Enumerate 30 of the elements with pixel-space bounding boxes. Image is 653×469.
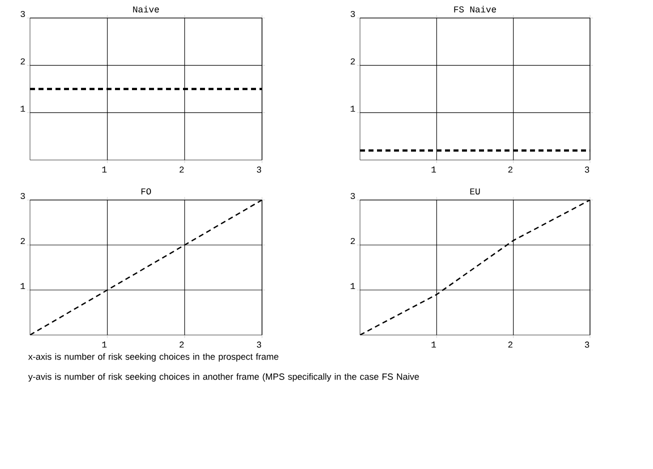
y-tick-label: 1 bbox=[20, 106, 26, 112]
x-tick-label: 3 bbox=[584, 342, 590, 348]
text: x-axis is number of risk seeking choices in the prospect frame bbox=[28, 353, 278, 362]
x-tick-label: 1 bbox=[102, 166, 107, 172]
y-tick-label: 3 bbox=[20, 192, 25, 200]
x-tick-label: 1 bbox=[432, 166, 436, 172]
x-tick-label: 2 bbox=[180, 166, 184, 173]
x-tick-label: 1 bbox=[102, 342, 107, 348]
x-tick-label: 3 bbox=[584, 166, 590, 173]
x-tick-label: 2 bbox=[508, 342, 512, 348]
y-tick-label: 1 bbox=[20, 283, 26, 289]
y-tick-label: 2 bbox=[350, 58, 355, 64]
y-tick-label: 3 bbox=[350, 10, 355, 18]
chart-title: FS Naive bbox=[454, 6, 496, 12]
y-tick-label: 2 bbox=[20, 238, 25, 244]
x-tick-label: 1 bbox=[432, 342, 436, 348]
chart-title: FO bbox=[141, 188, 151, 194]
y-tick-label: 2 bbox=[20, 58, 25, 64]
y-tick-label: 3 bbox=[350, 192, 355, 200]
x-tick-label: 2 bbox=[180, 342, 184, 348]
y-tick-label: 1 bbox=[350, 106, 356, 112]
y-tick-label: 3 bbox=[20, 10, 25, 18]
text: y-avis is number of risk seeking choices in another frame (MPS specifically in the case FS Naive bbox=[28, 373, 419, 382]
x-tick-label: 2 bbox=[508, 166, 512, 173]
chart-title: Naive bbox=[133, 6, 159, 12]
y-tick-label: 2 bbox=[350, 238, 355, 244]
chart-title: EU bbox=[470, 188, 480, 194]
y-tick-label: 1 bbox=[350, 283, 356, 289]
x-tick-label: 3 bbox=[256, 166, 262, 173]
x-tick-label: 3 bbox=[256, 342, 262, 348]
